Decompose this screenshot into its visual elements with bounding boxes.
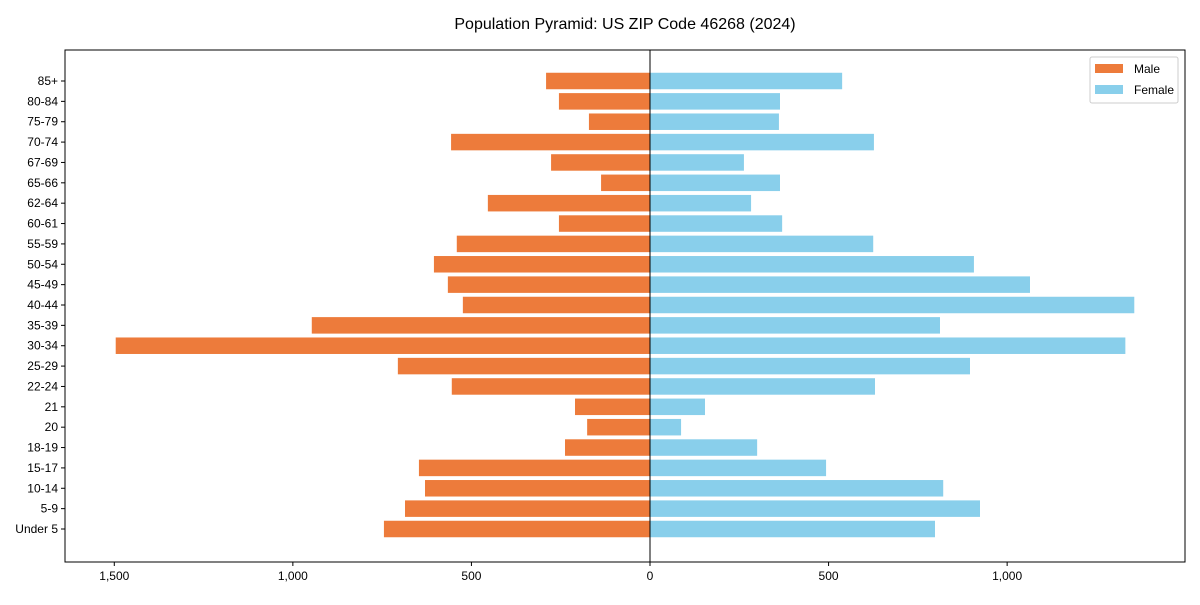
y-tick-label: 30-34 — [27, 339, 58, 353]
bar-male-20 — [587, 418, 650, 436]
bar-male-30-34 — [115, 337, 650, 354]
bar-male-65-66 — [601, 174, 650, 192]
bar-female-15-17 — [650, 459, 827, 477]
bar-male-40-44 — [462, 296, 650, 314]
bar-female-70-74 — [650, 133, 874, 151]
y-tick-label: 62-64 — [27, 196, 58, 210]
bar-female-45-49 — [650, 276, 1030, 293]
bar-female-18-19 — [650, 439, 758, 456]
bar-male-18-19 — [565, 439, 650, 456]
y-tick-label: 10-14 — [27, 481, 58, 495]
bar-female-40-44 — [650, 296, 1135, 314]
x-tick-label: 1,500 — [99, 569, 129, 583]
y-tick-label: 18-19 — [27, 441, 58, 455]
bar-female-30-34 — [650, 337, 1126, 354]
bar-male-22-24 — [451, 378, 650, 395]
bar-female-20 — [650, 418, 682, 436]
y-tick-label: 50-54 — [27, 257, 58, 271]
bar-male-Under 5 — [383, 520, 650, 538]
bar-male-10-14 — [425, 480, 650, 497]
y-tick-label: 65-66 — [27, 176, 58, 190]
y-tick-label: 80-84 — [27, 94, 58, 108]
bar-male-60-61 — [558, 215, 650, 232]
y-tick-label: Under 5 — [15, 522, 58, 536]
bar-female-80-84 — [650, 93, 780, 110]
y-tick-label: 22-24 — [27, 379, 58, 393]
bar-female-67-69 — [650, 154, 744, 171]
bar-female-21 — [650, 398, 705, 416]
y-tick-label: 25-29 — [27, 359, 58, 373]
bar-female-60-61 — [650, 215, 783, 232]
y-tick-label: 40-44 — [27, 298, 58, 312]
bar-male-25-29 — [397, 357, 650, 375]
y-tick-label: 55-59 — [27, 237, 58, 251]
x-tick-label: 500 — [461, 569, 481, 583]
bar-female-85+ — [650, 72, 843, 90]
bar-female-22-24 — [650, 378, 875, 395]
bar-male-75-79 — [588, 113, 650, 130]
plot-area-frame — [64, 49, 1186, 563]
bar-male-55-59 — [456, 235, 650, 253]
chart-title: Population Pyramid: US ZIP Code 46268 (2… — [454, 16, 795, 33]
bar-female-75-79 — [650, 113, 779, 130]
legend: Male Female — [1089, 56, 1179, 104]
bar-female-10-14 — [650, 480, 944, 497]
bar-male-45-49 — [447, 276, 650, 293]
y-tick-label: 75-79 — [27, 115, 58, 129]
bar-male-62-64 — [487, 194, 650, 212]
bar-male-5-9 — [405, 500, 650, 517]
y-tick-label: 20 — [45, 420, 59, 434]
bar-male-35-39 — [311, 317, 650, 334]
y-tick-label: 85+ — [38, 74, 58, 88]
bar-female-50-54 — [650, 256, 974, 273]
y-tick-label: 67-69 — [27, 155, 58, 169]
y-tick-label: 35-39 — [27, 318, 58, 332]
bar-female-25-29 — [650, 357, 970, 375]
y-tick-label: 21 — [45, 400, 59, 414]
bar-female-5-9 — [650, 500, 980, 517]
bar-female-Under 5 — [650, 520, 935, 538]
bar-male-80-84 — [558, 93, 650, 110]
bar-female-62-64 — [650, 194, 752, 212]
legend-swatch-female — [1095, 85, 1123, 94]
y-tick-label: 70-74 — [27, 135, 58, 149]
bar-female-55-59 — [650, 235, 874, 253]
y-tick-label: 5-9 — [41, 502, 59, 516]
bar-male-85+ — [546, 72, 650, 90]
y-tick-label: 15-17 — [27, 461, 58, 475]
legend-swatch-male — [1095, 64, 1123, 73]
bar-male-15-17 — [418, 459, 650, 477]
x-tick-label: 500 — [819, 569, 839, 583]
x-tick-label: 1,000 — [992, 569, 1022, 583]
x-tick-label: 1,000 — [278, 569, 308, 583]
y-tick-label: 45-49 — [27, 278, 58, 292]
bar-female-65-66 — [650, 174, 780, 192]
legend-label-male: Male — [1134, 62, 1160, 76]
x-tick-label: 0 — [647, 569, 654, 583]
legend-label-female: Female — [1134, 83, 1174, 97]
bar-male-50-54 — [433, 256, 650, 273]
bar-male-70-74 — [451, 133, 650, 151]
y-tick-label: 60-61 — [27, 217, 58, 231]
bar-female-35-39 — [650, 317, 940, 334]
bar-male-67-69 — [551, 154, 650, 171]
bar-male-21 — [575, 398, 650, 416]
